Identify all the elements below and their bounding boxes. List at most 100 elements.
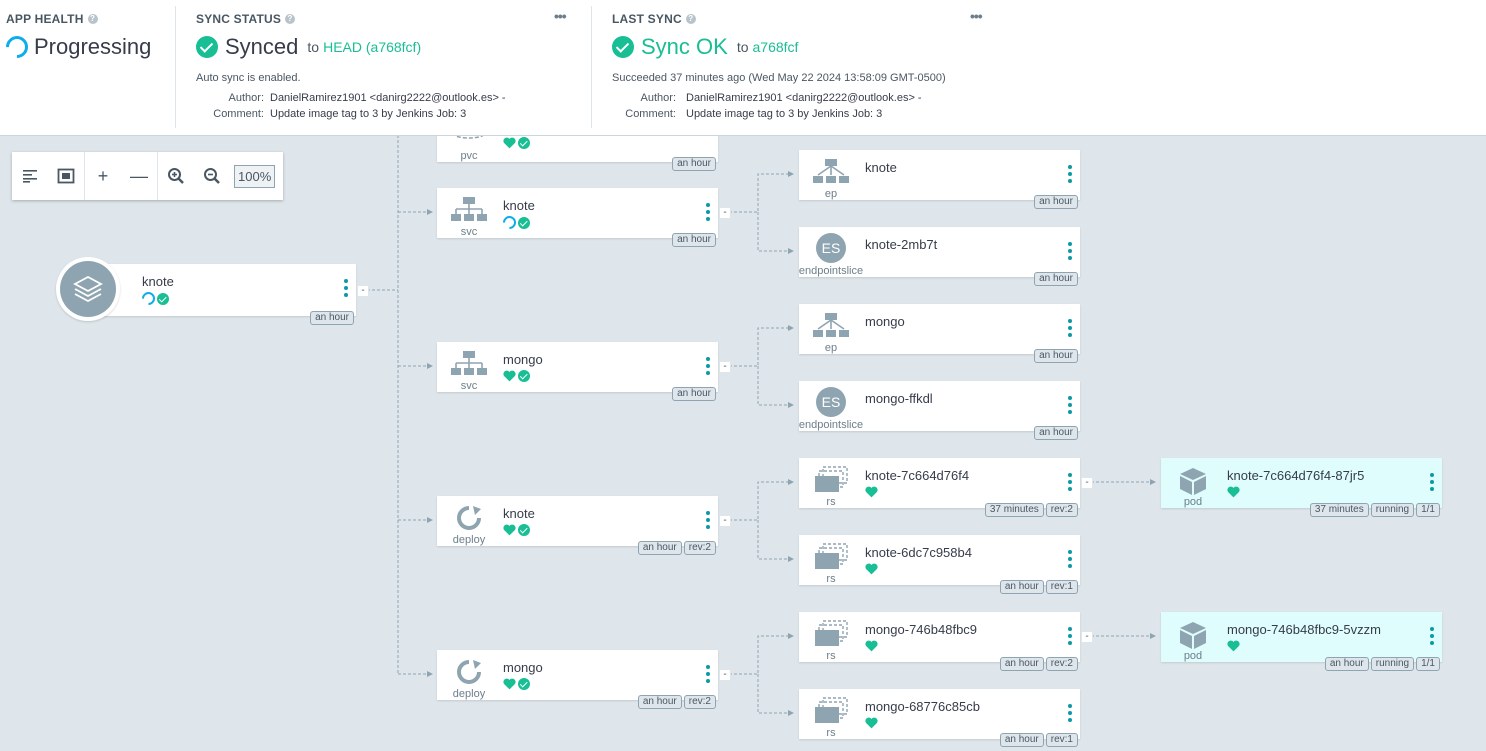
rs-mongo-68776c85cb-node[interactable]: rs mongo-68776c85cb an hour rev:1 [799,689,1080,747]
app-status-icons [139,289,169,308]
ep-icon-box: ep [799,304,863,354]
collapse-toggle[interactable]: - [1081,631,1093,643]
app-node[interactable]: knote an hour [56,257,356,325]
help-icon[interactable]: ? [87,14,98,24]
node-menu-icon[interactable] [1068,627,1072,648]
app-card[interactable]: knote an hour [86,264,356,325]
zoom-in-button[interactable] [158,152,194,200]
rs-knote-7c664d76f4-node[interactable]: rs knote-7c664d76f4 37 minutes rev:2 [799,458,1080,517]
collapse-toggle[interactable]: - [719,207,731,219]
phase-badge: running [1370,503,1415,517]
node-menu-icon[interactable] [706,665,710,686]
last-sync-revision-link[interactable]: a768fcf [752,39,799,55]
age-badge: an hour [1034,349,1078,363]
sync-revision-link[interactable]: HEAD (a768fcf) [323,39,422,55]
node-menu-icon[interactable] [706,511,710,532]
node-menu-icon[interactable] [706,203,710,224]
age-badge: an hour [672,233,716,247]
comment-value: Update image tag to 3 by Jenkins Job: 3 [686,108,883,120]
kind-label: ep [824,342,838,354]
revision-badge: rev:1 [1045,733,1078,747]
kind-label: pvc [460,150,478,162]
node-menu-icon[interactable] [1068,319,1072,340]
kind-label: rs [826,650,836,662]
deploy-icon-box: deploy [437,650,501,700]
status-icons [1227,486,1240,498]
service-icon [451,197,487,221]
age-badge: an hour [672,387,716,401]
app-health-section[interactable]: APP HEALTH ? Progressing [0,0,175,135]
ep-knote-node[interactable]: ep knote an hour [799,150,1080,209]
align-left-button[interactable] [12,152,48,200]
check-circle-icon [196,36,218,58]
ep-mongo-node[interactable]: ep mongo an hour [799,304,1080,363]
node-menu-icon[interactable] [1068,165,1072,186]
sync-status-menu-icon[interactable]: ••• [554,8,567,24]
pod-knote-node[interactable]: pod knote-7c664d76f4-87jr5 37 minutes ru… [1161,458,1442,517]
age-badge: an hour [1034,195,1078,209]
revision-badge: rev:1 [1045,580,1078,594]
status-icons [500,213,530,232]
node-name: mongo [503,660,543,675]
node-menu-icon[interactable] [1068,550,1072,571]
node-menu-icon[interactable] [1068,473,1072,494]
node-name: knote-6dc7c958b4 [865,545,972,560]
node-badges: an hour [1034,195,1078,209]
kind-label: deploy [452,688,486,700]
collapse-toggle[interactable]: - [357,285,369,297]
node-menu-icon[interactable] [1430,473,1434,494]
age-badge: an hour [1034,272,1078,286]
app-health-title: APP HEALTH [6,12,84,26]
fit-view-icon [57,168,75,184]
app-menu-icon[interactable] [344,279,348,300]
svc-knote-node[interactable]: svc knote an hour [437,188,718,247]
rs-knote-6dc7c958b4-node[interactable]: rs knote-6dc7c958b4 an hour rev:1 [799,535,1080,594]
deploy-knote-node[interactable]: deploy knote an hour rev:2 [437,496,718,555]
node-menu-icon[interactable] [1068,242,1072,263]
last-sync-title-row: LAST SYNC ? [612,12,696,26]
sync-status-section[interactable]: SYNC STATUS ? ••• Synced to HEAD (a768fc… [176,0,590,135]
node-name: knote [503,506,535,521]
auto-sync-text: Auto sync is enabled. [196,72,301,84]
node-menu-icon[interactable] [1430,627,1434,648]
deployment-icon [457,506,481,530]
fit-view-button[interactable] [48,152,84,200]
phase-badge: running [1370,657,1415,671]
age-badge: an hour [1324,657,1369,671]
ep-icon-box: ep [799,150,863,200]
node-badges: an hour rev:1 [999,580,1078,594]
zoom-out-button[interactable] [194,152,230,200]
help-icon[interactable]: ? [285,14,296,24]
endpointslice-icon: ES [816,387,846,417]
collapse-toggle[interactable]: - [719,361,731,373]
healthy-heart-icon [1227,640,1240,652]
node-menu-icon[interactable] [706,357,710,378]
collapse-all-button[interactable]: — [121,152,157,200]
svc-icon-box: svc [437,342,501,392]
expand-all-button[interactable]: + [85,152,121,200]
kind-label: deploy [452,534,486,546]
svc-mongo-node[interactable]: svc mongo an hour [437,342,718,401]
collapse-toggle[interactable]: - [719,669,731,681]
node-name: knote-7c664d76f4-87jr5 [1227,468,1365,483]
succeeded-text: Succeeded 37 minutes ago (Wed May 22 202… [612,72,946,84]
last-sync-menu-icon[interactable]: ••• [970,8,983,24]
revision-badge: rev:2 [683,541,716,555]
collapse-toggle[interactable]: - [719,515,731,527]
rs-mongo-746b48fbc9-node[interactable]: rs mongo-746b48fbc9 an hour rev:2 [799,612,1080,671]
help-icon[interactable]: ? [685,14,696,24]
node-menu-icon[interactable] [1068,396,1072,417]
deploy-mongo-node[interactable]: deploy mongo an hour rev:2 [437,650,718,709]
last-sync-section[interactable]: LAST SYNC ? ••• Sync OK to a768fcf Succe… [592,0,1012,135]
endpointslice-knote-node[interactable]: ES endpointslice knote-2mb7t an hour [799,227,1080,286]
collapse-toggle[interactable]: - [1081,477,1093,489]
node-name: mongo-68776c85cb [865,699,980,714]
node-menu-icon[interactable] [1068,704,1072,725]
endpointslice-mongo-node[interactable]: ES endpointslice mongo-ffkdl an hour [799,381,1080,440]
node-name: knote [865,160,897,175]
divider [175,6,176,128]
age-badge: an hour [999,580,1044,594]
pod-mongo-node[interactable]: pod mongo-746b48fbc9-5vzzm an hour runni… [1161,612,1442,671]
node-badges: an hour rev:2 [637,695,716,709]
check-circle-icon [612,36,634,58]
